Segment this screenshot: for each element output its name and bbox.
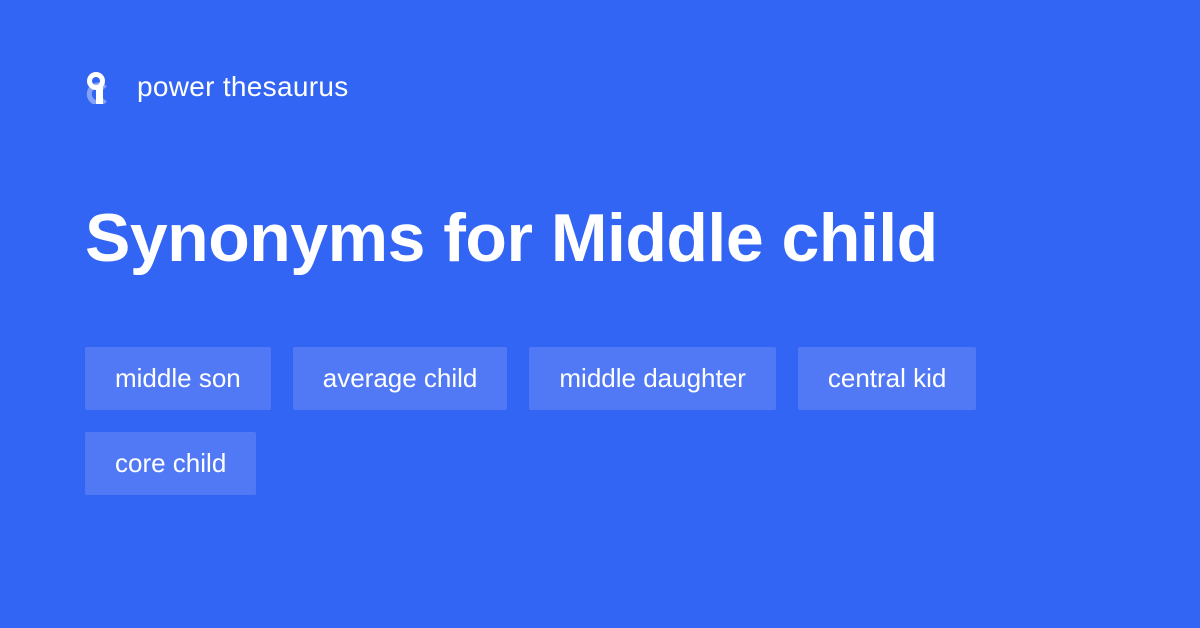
logo-icon [85,70,119,104]
synonym-tags: middle son average child middle daughter… [85,347,1115,495]
synonym-tag[interactable]: average child [293,347,508,410]
synonym-tag[interactable]: central kid [798,347,977,410]
page-title: Synonyms for Middle child [85,199,1115,277]
brand-header: power thesaurus [85,70,1115,104]
synonym-tag[interactable]: middle son [85,347,271,410]
brand-name: power thesaurus [137,71,349,103]
synonym-tag[interactable]: core child [85,432,256,495]
synonym-tag[interactable]: middle daughter [529,347,775,410]
